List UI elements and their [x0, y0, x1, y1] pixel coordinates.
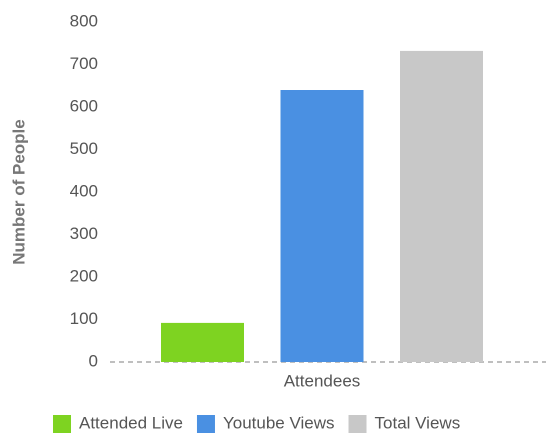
bar: [161, 322, 244, 362]
y-tick-label: 700: [70, 54, 98, 73]
x-tick-label: Attendees: [284, 371, 361, 390]
y-tick-label: 0: [89, 351, 98, 370]
y-tick-label: 400: [70, 181, 98, 200]
y-tick-label: 600: [70, 96, 98, 115]
y-tick-label: 100: [70, 309, 98, 328]
legend-label: Youtube Views: [223, 413, 335, 432]
legend-swatch: [196, 415, 215, 433]
legend-label: Total Views: [375, 413, 461, 432]
legend-swatch: [348, 415, 367, 433]
y-tick-label: 800: [70, 11, 98, 30]
legend-label: Attended Live: [79, 413, 183, 432]
y-axis-title: Number of People: [9, 119, 28, 264]
y-tick-label: 200: [70, 266, 98, 285]
y-tick-label: 300: [70, 224, 98, 243]
legend-swatch: [53, 415, 71, 433]
bar: [400, 50, 483, 363]
bar: [280, 90, 364, 362]
y-tick-label: 500: [70, 139, 98, 158]
